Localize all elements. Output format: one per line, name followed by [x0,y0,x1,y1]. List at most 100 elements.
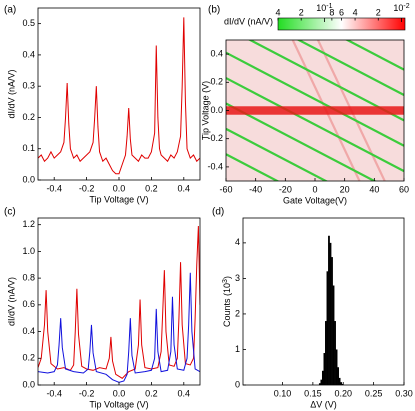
x-tick-label: 0.30 [395,388,413,398]
zero-bias-band [226,106,404,115]
colorbar-tick-label: 8 [329,7,334,17]
x-tick-label: -0.4 [46,388,62,398]
colorbar-tick-label: 6 [339,7,344,17]
colorbar-tick-label: 2 [299,7,304,17]
histogram-bar [338,377,341,385]
y-tick-label: 0.2 [210,77,223,87]
y-tick-label: 0 [235,379,240,389]
peak-line [226,77,404,173]
colorbar-label: dI/dV (nA/V) [224,16,273,26]
histogram-bar [331,257,333,385]
x-axis-label: Gate Voltage(V) [283,195,347,205]
x-tick-label: -0.2 [79,183,95,193]
x-tick-label: -0.4 [46,183,62,193]
peak-line [226,51,404,147]
histogram-bar [318,383,321,385]
histogram-bar [340,382,343,385]
y-tick-label: 0.4 [22,49,35,59]
y-tick-label: 0.4 [210,48,223,58]
x-tick-label: 0.10 [274,388,292,398]
peak-line [226,127,329,181]
y-axis-label: Tip Voltage (V) [200,81,210,140]
x-tick-label: 0.4 [178,388,191,398]
data-line [38,272,200,383]
y-tick-label: 1 [235,344,240,354]
histogram-bar [320,379,323,385]
x-tick-label: 0.2 [145,183,158,193]
x-axis-label: Tip Voltage (V) [89,194,148,204]
y-tick-label: 0.8 [22,272,35,282]
x-tick-label: 0.0 [113,388,126,398]
colorbar-tick-label: 4 [275,7,280,17]
peak-line [226,153,280,181]
histogram-bar [323,353,326,385]
histogram-bar [329,242,332,385]
y-tick-label: 0.0 [22,174,35,184]
y-tick-label: 1.2 [22,219,35,229]
x-tick-label: -0.2 [79,388,95,398]
x-tick-label: 20 [340,184,350,194]
y-tick-label: 0.6 [22,299,35,309]
y-axis-label: dI/dV (nA/V) [6,69,16,118]
colorbar-tick-label: 10-1 [316,3,332,14]
text-part: 3 [222,279,229,283]
histogram-bar [335,349,338,385]
axes-frame [242,217,405,386]
text-part: -2 [403,3,409,10]
y-tick-label: 0.2 [22,353,35,363]
y-tick-label: 0.3 [22,81,35,91]
y-tick-label: 0.1 [22,143,35,153]
x-tick-label: 0.4 [178,183,191,193]
x-tick-label: 0.2 [145,388,158,398]
histogram-bar [334,321,336,385]
histogram-bar [328,235,330,385]
y-tick-label: 3 [235,273,240,283]
x-tick-label: 0.25 [365,388,383,398]
y-tick-label: 0.4 [22,326,35,336]
histogram-bar [321,370,324,385]
panel-label: (b) [208,5,220,16]
x-tick-label: 0.20 [334,388,352,398]
panel-label: (c) [4,207,16,218]
histogram-bar [332,285,335,385]
colorbar-tick-label: 2 [376,7,381,17]
x-tick-label: -20 [279,184,292,194]
y-axis-label: dI/dV (nA/V) [6,277,16,326]
y-tick-label: -0.4 [207,161,223,171]
histogram-bar [326,271,329,385]
x-tick-label: 0.15 [304,388,322,398]
panel-label: (d) [212,207,224,218]
histogram-bar [325,321,327,385]
y-axis-label: Counts (103) [222,276,233,327]
y-tick-label: 1.0 [22,246,35,256]
x-tick-label: 0 [312,184,317,194]
y-tick-label: 0.2 [22,112,35,122]
y-tick-label: 4 [235,237,240,247]
text-part: 10 [316,3,326,13]
y-tick-label: -0.2 [207,133,223,143]
x-tick-label: -60 [219,184,232,194]
text-part: Counts (10 [222,283,232,327]
colorbar-tick-label: 4 [353,7,358,17]
text-part: 10 [393,3,403,13]
panel-label: (a) [4,5,16,16]
x-tick-label: 0.0 [113,183,126,193]
x-axis-label: Tip Voltage (V) [89,399,148,409]
text-part: ) [222,276,232,279]
peak-line [296,40,404,96]
peak-line [247,40,404,122]
y-tick-label: 2 [235,308,240,318]
histogram-bar [341,383,344,385]
x-axis-label: ΔV (V) [310,399,337,409]
x-tick-label: 40 [369,184,379,194]
colorbar-tick-label: 10-2 [393,3,409,14]
y-tick-label: 0.0 [22,379,35,389]
y-tick-label: 0.0 [210,105,223,115]
x-tick-label: 60 [399,184,409,194]
peak-line [344,40,404,71]
histogram-bar [337,367,339,385]
y-tick-label: 0.5 [22,18,35,28]
text-part: -1 [326,3,332,10]
